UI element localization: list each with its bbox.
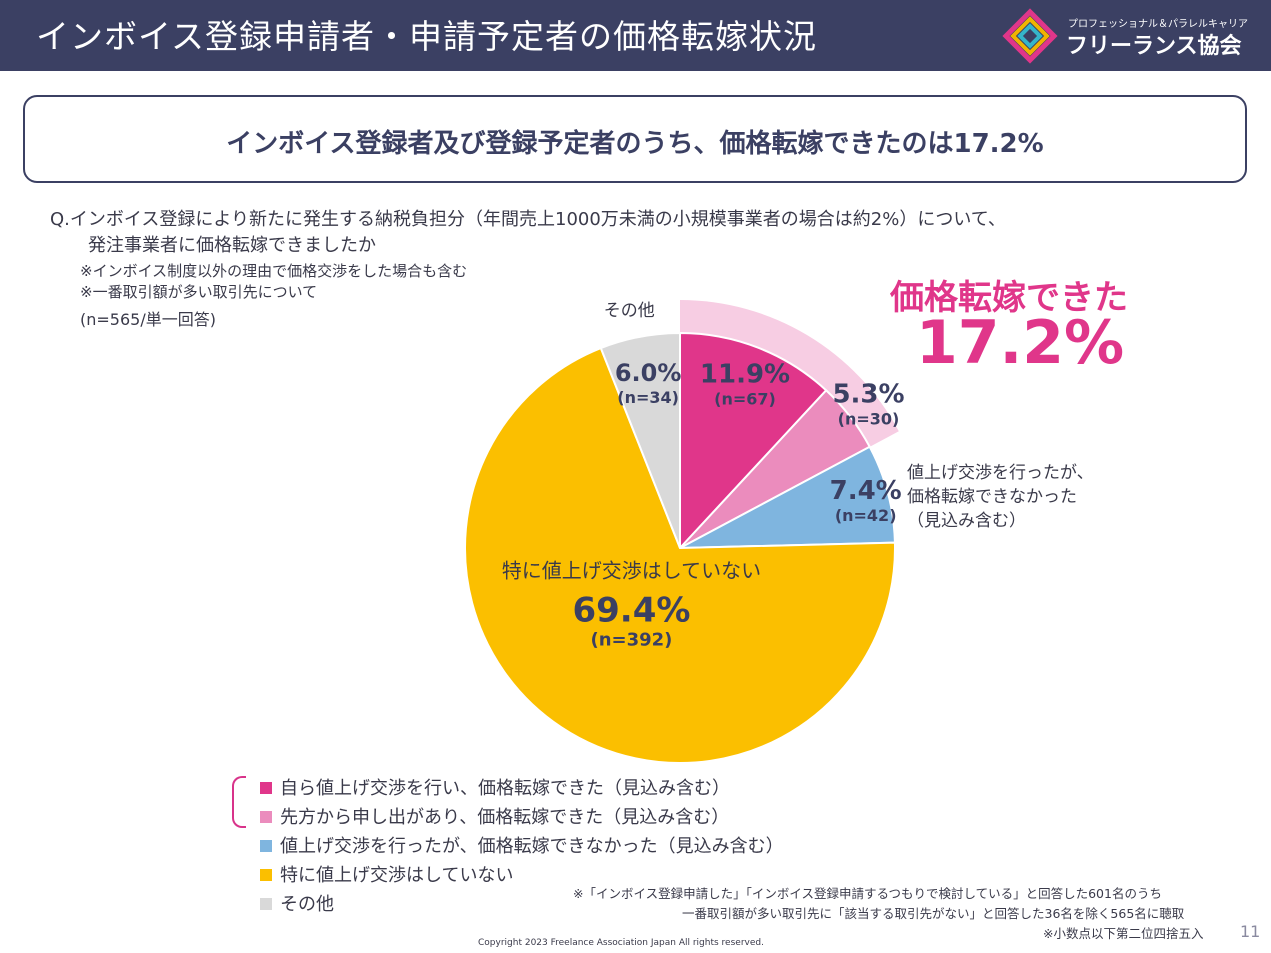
- slice-percent-label: 5.3%: [832, 380, 904, 410]
- legend-label: その他: [280, 894, 334, 915]
- slice-count-label: (n=67): [714, 389, 776, 408]
- legend-label: 値上げ交渉を行ったが、価格転嫁できなかった（見込み含む）: [280, 836, 784, 857]
- slice-other-label: その他: [604, 301, 655, 321]
- freelance-association-logo-icon: [1002, 8, 1058, 64]
- headline-box: インボイス登録者及び登録予定者のうち、価格転嫁できたのは17.2%: [23, 95, 1247, 183]
- slice-count-label: (n=392): [590, 629, 672, 650]
- slice-count-label: (n=42): [835, 506, 897, 525]
- slice-count-label: (n=34): [617, 388, 679, 407]
- highlight-value: 17.2%: [916, 308, 1125, 378]
- header-bar: インボイス登録申請者・申請予定者の価格転嫁状況 プロフェッショナル＆パラレルキャ…: [0, 0, 1271, 71]
- annotation-line-1: 値上げ交渉を行ったが、: [907, 463, 1094, 483]
- copyright: Copyright 2023 Freelance Association Jap…: [478, 938, 764, 948]
- footnote-1: ※「インボイス登録申請した」「インボイス登録申請するつもりで検討している」と回答…: [573, 886, 1162, 901]
- question-note-2: ※一番取引額が多い取引先について: [80, 283, 318, 301]
- logo-name: フリーランス協会: [1066, 34, 1242, 59]
- slice-percent-label: 7.4%: [830, 476, 902, 506]
- sample-size: (n=565/単一回答): [80, 310, 216, 329]
- headline: インボイス登録者及び登録予定者のうち、価格転嫁できたのは17.2%: [226, 129, 1044, 159]
- pie-slice: [679, 445, 896, 549]
- legend-label: 自ら値上げ交渉を行い、価格転嫁できた（見込み含む）: [280, 778, 730, 799]
- logo-subtitle: プロフェッショナル＆パラレルキャリア: [1068, 19, 1248, 30]
- question-note-1: ※インボイス制度以外の理由で価格交渉をした場合も含む: [80, 262, 468, 280]
- legend-swatch: [260, 869, 272, 881]
- question-line-1: Q.インボイス登録により新たに発生する納税負担分（年間売上1000万未満の小規模…: [50, 209, 1006, 230]
- highlight-brace: [232, 776, 246, 828]
- annotation-line-2: 価格転嫁できなかった: [907, 487, 1077, 507]
- highlight-label: 価格転嫁できた: [890, 278, 1128, 318]
- slice-count-label: (n=30): [838, 410, 900, 429]
- legend-swatch: [260, 840, 272, 852]
- legend-swatch: [260, 782, 272, 794]
- pie-slice: [679, 331, 828, 551]
- legend-swatch: [260, 898, 272, 910]
- pie-slice: [464, 346, 896, 764]
- footnote-2: 一番取引額が多い取引先に「該当する取引先がない」と回答した36名を除く565名に…: [682, 906, 1185, 921]
- page-number: 11: [1240, 922, 1261, 941]
- legend-label: 特に値上げ交渉はしていない: [280, 865, 514, 886]
- legend-swatch: [260, 811, 272, 823]
- pie-slice: [599, 331, 681, 549]
- slice-percent-label: 6.0%: [615, 359, 682, 387]
- slice-inner-label: 特に値上げ交渉はしていない: [502, 558, 761, 582]
- footnote-3: ※小数点以下第二位四捨五入: [1043, 926, 1204, 941]
- question-line-2: 発注事業者に価格転嫁できましたか: [88, 235, 376, 256]
- slice-percent-label: 69.4%: [572, 590, 690, 630]
- page-title: インボイス登録申請者・申請予定者の価格転嫁状況: [36, 17, 818, 56]
- legend-label: 先方から申し出があり、価格転嫁できた（見込み含む）: [280, 807, 730, 828]
- annotation-line-3: （見込み含む）: [907, 511, 1026, 531]
- slice-percent-label: 11.9%: [700, 359, 790, 389]
